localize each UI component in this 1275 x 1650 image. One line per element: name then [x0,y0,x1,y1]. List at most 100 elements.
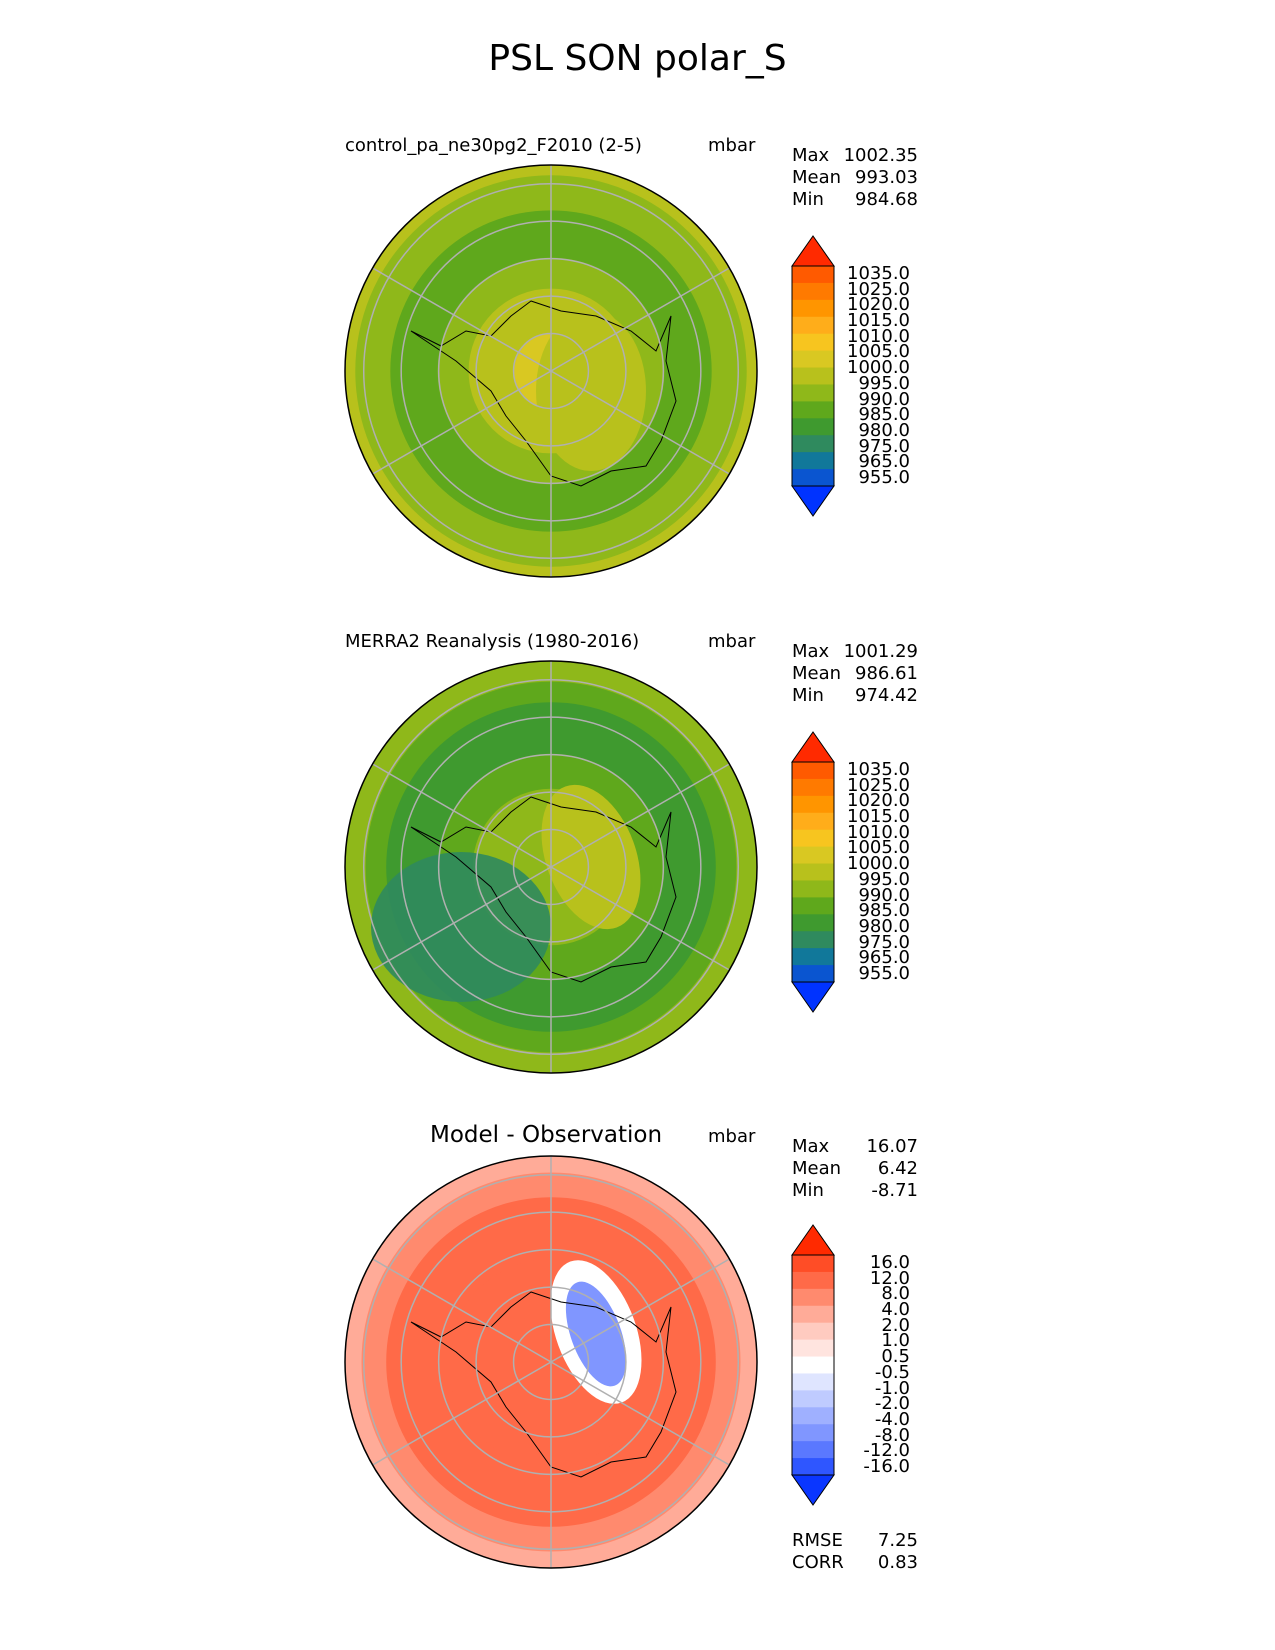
colorbar-tick-label: 1000.0 [847,357,910,379]
colorbar-segment [792,1255,834,1273]
colorbar-segment [792,316,834,335]
panel-2-title: MERRA2 Reanalysis (1980-2016) [345,631,640,652]
colorbar-2 [791,731,835,1013]
colorbar-tick-label: 990.0 [858,884,910,906]
colorbar-tick-label: 995.0 [858,372,910,394]
colorbar-segment [792,367,834,385]
colorbar-tick-label: 1010.0 [847,821,910,843]
colorbar-tick-label: 1020.0 [847,790,910,812]
colorbar-tick-label: 975.0 [858,435,910,457]
colorbar-segment [792,469,834,487]
colorbar-segment [792,1288,834,1307]
map-boundary [344,660,758,1074]
colorbar-tick-label: -2.0 [874,1393,910,1415]
colorbar-tick-label: 985.0 [858,900,910,922]
colorbar-tick-label: 1005.0 [847,837,910,859]
colorbar-outline [791,1254,835,1476]
colorbar-tick-label: 980.0 [858,916,910,937]
colorbar-segment [792,418,834,436]
coastline [410,1291,677,1478]
metric-corr: CORR 0.83 [792,1552,918,1573]
longitude-gridline [550,1258,730,1363]
longitude-gridline [372,1361,552,1466]
figure-title: PSL SON polar_S [488,38,787,79]
colorbar-tick-label: 980.0 [858,420,910,441]
colorbar-segment [792,299,834,318]
colorbar-segment [792,931,834,949]
coastline [410,300,677,487]
colorbar-tick-label: 1015.0 [847,310,910,331]
longitude-gridline [550,763,730,868]
longitude-gridline [372,370,552,475]
high-pressure-region [536,311,646,471]
colorbar-segment [792,1322,834,1341]
stat-mean: Mean 986.61 [792,663,918,684]
coastline [410,796,677,983]
colorbar-outline [791,761,835,983]
colorbar-tick-label: 975.0 [858,931,910,953]
colorbar-segment [792,1356,834,1374]
panel-3-title: Model - Observation [430,1122,663,1148]
colorbar-segment [792,778,834,797]
colorbar-segment [792,846,834,865]
colorbar-segment [792,948,834,966]
colorbar-tick-label: -16.0 [863,1456,910,1478]
colorbar-segment [792,1424,834,1442]
colorbar-extend-max [791,235,835,267]
colorbar-tick-label: 1025.0 [847,774,910,796]
colorbar-tick-label: 1035.0 [847,262,910,284]
stat-min: Min 984.68 [792,189,918,210]
colorbar-outline [791,265,835,487]
colorbar-tick-label: -1.0 [874,1377,910,1399]
colorbar-tick-label: -8.0 [874,1424,910,1446]
longitude-gridline [372,1258,552,1363]
colorbar-tick-label: 4.0 [881,1299,910,1320]
panel-2-units: mbar [708,631,756,652]
longitude-gridline [550,267,730,372]
colorbar-segment [792,1339,834,1358]
colorbar-1 [791,235,835,517]
colorbar-segment [792,401,834,419]
colorbar-segment [792,266,834,284]
colorbar-segment [792,863,834,881]
stat-min: Min 974.42 [792,685,918,706]
stat-max: Max 1002.35 [792,145,918,166]
colorbar-extend-min [791,485,835,517]
stat-mean: Mean 993.03 [792,167,918,188]
colorbar-tick-label: -4.0 [874,1409,910,1430]
panel-3-metrics: RMSE 7.25 CORR 0.83 [792,1530,918,1574]
colorbar-segment [792,914,834,932]
colorbar-tick-label: 955.0 [858,467,910,489]
metric-rmse: RMSE 7.25 [792,1530,918,1551]
colorbar-tick-label: 965.0 [858,947,910,969]
colorbar-tick-label: 1025.0 [847,278,910,300]
colorbar-tick-label: 1020.0 [847,294,910,316]
colorbar-tick-label: -12.0 [863,1440,910,1462]
polar-map-1 [344,164,758,578]
colorbar-segment [792,1407,834,1425]
panel-2-stats: Max 1001.29 Mean 986.61 Min 974.42 [792,641,918,707]
colorbar-tick-label: 0.5 [881,1346,910,1368]
panel-3-stats: Max 16.07 Mean 6.42 Min -8.71 [792,1136,918,1202]
colorbar-extend-max [791,731,835,763]
colorbar-segment [792,829,834,848]
colorbar-segment [792,812,834,831]
colorbar-tick-label: 990.0 [858,388,910,410]
colorbar-tick-label: 965.0 [858,451,910,473]
colorbar-segment [792,762,834,780]
longitude-gridline [372,866,552,971]
colorbar-segment [792,350,834,369]
map-boundary [344,164,758,578]
colorbar-tick-label: 955.0 [858,963,910,985]
colorbar-tick-label: 1035.0 [847,758,910,780]
stat-mean: Mean 6.42 [792,1158,918,1179]
colorbar-segment [792,452,834,470]
colorbar-tick-label: 1015.0 [847,806,910,827]
panel-1-units: mbar [708,135,756,156]
colorbar-segment [792,282,834,301]
polar-map-2 [344,660,758,1074]
colorbar-segment [792,384,834,402]
colorbar-tick-label: -0.5 [874,1361,910,1383]
colorbar-segment [792,1390,834,1408]
